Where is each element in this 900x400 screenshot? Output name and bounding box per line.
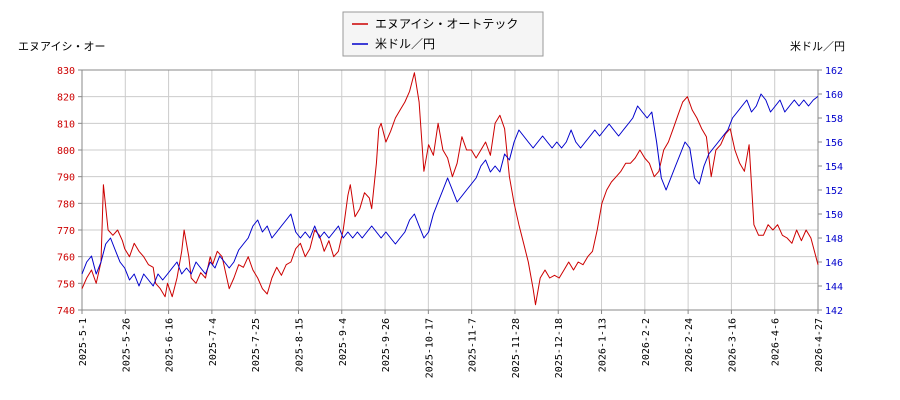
x-tick-label-12: 2026-1-13 [598,318,609,372]
right-tick-label-2: 146 [825,258,843,269]
legend-label-stock: エヌアイシ・オートテック [375,17,518,31]
left-tick-label-5: 790 [57,173,75,184]
x-tick-label-13: 2026-2-2 [641,318,652,366]
x-tick-label-11: 2025-12-18 [554,318,565,378]
grid-lines [81,69,819,311]
right-tick-label-4: 150 [825,210,843,221]
x-tick-label-9: 2025-11-7 [468,318,479,372]
left-tick-label-6: 800 [57,146,75,157]
left-axis-ticks: 740 750 760 770 780 790 800 810 820 830 [57,66,82,317]
plot-frame [81,69,819,311]
legend-label-fx: 米ドル／円 [375,37,435,51]
right-tick-label-3: 148 [825,234,843,245]
left-tick-label-1: 750 [57,279,75,290]
legend-box [342,11,544,57]
left-tick-label-7: 810 [57,119,75,130]
x-tick-label-17: 2026-4-27 [814,318,825,372]
x-tick-label-5: 2025-8-15 [294,318,305,372]
x-tick-label-4: 2025-7-25 [251,318,262,372]
x-tick-label-2: 2025-6-16 [165,318,176,372]
x-tick-label-8: 2025-10-17 [424,318,435,378]
x-tick-label-14: 2026-2-24 [684,318,695,372]
right-tick-label-0: 142 [825,306,843,317]
legend: エヌアイシ・オートテック 米ドル／円 [342,11,544,57]
right-tick-label-1: 144 [825,282,843,293]
right-axis-title: 米ドル／円 [790,40,845,53]
x-tick-label-7: 2025-9-26 [381,318,392,372]
series-line-stock [81,72,819,306]
right-tick-label-8: 158 [825,114,843,125]
right-tick-label-5: 152 [825,186,843,197]
left-tick-label-9: 830 [57,66,75,77]
x-tick-label-16: 2026-4-6 [771,318,782,366]
left-tick-label-8: 820 [57,93,75,104]
x-tick-label-6: 2025-9-4 [338,318,349,366]
right-axis-ticks: 142 144 146 148 150 152 154 156 158 160 162 [818,66,843,317]
x-tick-label-3: 2025-7-4 [208,318,219,366]
left-tick-label-2: 760 [57,253,75,264]
right-tick-label-10: 162 [825,66,843,77]
x-axis-ticks: 2025-5-1 2025-5-26 2025-6-16 2025-7-4 2025-7… [78,310,825,378]
series-line-fx [81,93,819,287]
x-tick-label-1: 2025-5-26 [121,318,132,372]
right-tick-label-9: 160 [825,90,843,101]
right-tick-label-7: 156 [825,138,843,149]
left-tick-label-3: 770 [57,226,75,237]
x-tick-label-0: 2025-5-1 [78,318,89,366]
left-axis-title: エヌアイシ・オー [18,40,105,53]
x-tick-label-10: 2025-11-28 [511,318,522,378]
left-tick-label-4: 780 [57,199,75,210]
x-tick-label-15: 2026-3-16 [727,318,738,372]
series-layer [81,72,819,306]
right-tick-label-6: 154 [825,162,843,173]
left-tick-label-0: 740 [57,306,75,317]
